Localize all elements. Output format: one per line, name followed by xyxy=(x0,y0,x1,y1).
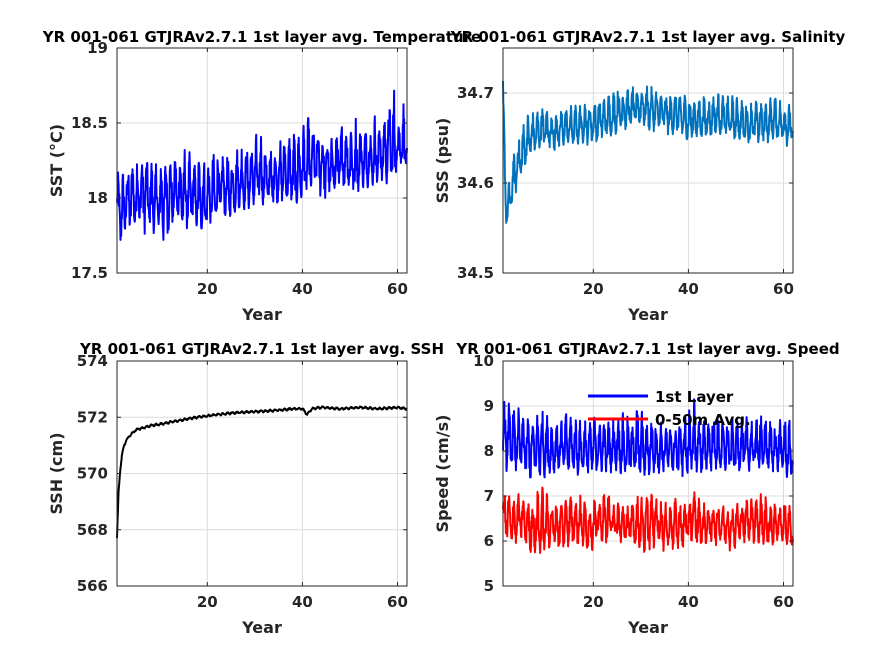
x-tick-label: 20 xyxy=(583,593,604,611)
y-tick-label: 19 xyxy=(87,39,108,57)
axes-box xyxy=(502,360,794,587)
legend-label: 0-50m Avg. xyxy=(655,411,751,429)
y-tick-label: 34.6 xyxy=(457,174,494,192)
y-tick-label: 570 xyxy=(77,465,108,483)
chart-title: YR 001-061 GTJRAv2.7.1 1st layer avg. Sp… xyxy=(455,340,839,358)
y-axis-label: SSH (cm) xyxy=(47,432,66,514)
series-line-1st-layer xyxy=(502,398,794,479)
series-line-1 xyxy=(502,81,794,224)
chart-title: YR 001-061 GTJRAv2.7.1 1st layer avg. SS… xyxy=(79,340,444,358)
y-tick-label: 17.5 xyxy=(71,264,108,282)
y-tick-label: 34.7 xyxy=(457,84,494,102)
series-line-1 xyxy=(116,89,408,241)
x-tick-label: 60 xyxy=(387,280,408,298)
x-axis-label: Year xyxy=(241,618,282,637)
x-axis-label: Year xyxy=(627,618,668,637)
subplot-1: 20 40 60 17.5 18 18.5 19 Year SST (°C) YR 001-061… xyxy=(42,28,481,324)
subplot-2: 20 40 60 34.5 34.6 34.7 Year SSS (psu) YR 001-06… xyxy=(433,28,845,324)
x-tick-label: 20 xyxy=(583,280,604,298)
plot-area xyxy=(503,48,793,273)
y-tick-label: 8 xyxy=(484,442,494,460)
y-axis-label: SST (°C) xyxy=(47,124,66,197)
x-tick-label: 40 xyxy=(292,280,313,298)
y-tick-label: 572 xyxy=(77,408,108,426)
x-tick-label: 60 xyxy=(773,280,794,298)
x-tick-label: 40 xyxy=(292,593,313,611)
x-tick-label: 20 xyxy=(197,593,218,611)
axes-box xyxy=(116,47,408,274)
chart-title: YR 001-061 GTJRAv2.7.1 1st layer avg. Sa… xyxy=(450,28,846,46)
y-axis-label: Speed (cm/s) xyxy=(433,415,452,533)
series-line-1 xyxy=(116,405,408,539)
y-tick-label: 18 xyxy=(87,189,108,207)
chart-title: YR 001-061 GTJRAv2.7.1 1st layer avg. Te… xyxy=(42,28,481,46)
subplot-4: 20 40 60 5 6 7 8 9 10 Year Speed (cm/s) YR 001-061 … xyxy=(433,340,840,637)
x-tick-label: 40 xyxy=(678,280,699,298)
y-tick-label: 574 xyxy=(77,352,108,370)
x-tick-label: 60 xyxy=(773,593,794,611)
x-axis-label: Year xyxy=(627,305,668,324)
x-tick-label: 20 xyxy=(197,280,218,298)
legend: 1st Layer 0-50m Avg. xyxy=(588,388,751,429)
y-tick-label: 10 xyxy=(473,352,494,370)
y-tick-label: 5 xyxy=(484,577,494,595)
series-line-0-50m-avg- xyxy=(502,486,794,554)
y-axis-label: SSS (psu) xyxy=(433,118,452,204)
axes-box xyxy=(502,47,794,274)
y-tick-label: 7 xyxy=(484,487,494,505)
y-tick-label: 9 xyxy=(484,397,494,415)
legend-label: 1st Layer xyxy=(655,388,734,406)
y-tick-label: 568 xyxy=(77,521,108,539)
y-tick-label: 18.5 xyxy=(71,114,108,132)
y-tick-label: 6 xyxy=(484,532,494,550)
y-tick-label: 34.5 xyxy=(457,264,494,282)
x-axis-label: Year xyxy=(241,305,282,324)
x-tick-label: 60 xyxy=(387,593,408,611)
subplot-3: 20 40 60 566 568 570 572 574 Year SSH (cm) YR 001-… xyxy=(47,340,444,637)
y-tick-label: 566 xyxy=(77,577,108,595)
x-tick-label: 40 xyxy=(678,593,699,611)
